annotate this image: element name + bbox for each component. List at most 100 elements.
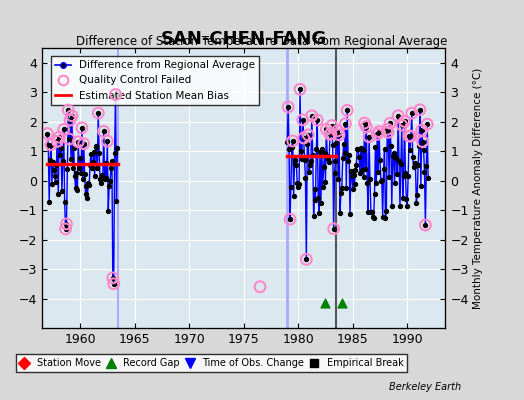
Point xyxy=(93,165,102,171)
Point xyxy=(365,134,373,140)
Point xyxy=(361,120,369,126)
Point xyxy=(302,256,311,262)
Point xyxy=(334,176,342,182)
Point xyxy=(48,180,56,187)
Point xyxy=(375,128,383,135)
Point xyxy=(72,170,81,176)
Point xyxy=(379,166,388,172)
Point xyxy=(70,173,79,179)
Point xyxy=(348,185,357,192)
Point xyxy=(74,138,82,145)
Point xyxy=(380,146,389,152)
Point xyxy=(382,208,390,214)
Title: SAN-CHEN-FANG: SAN-CHEN-FANG xyxy=(160,30,327,48)
Point xyxy=(406,147,414,154)
Point xyxy=(296,86,304,92)
Point xyxy=(64,107,72,113)
Point xyxy=(342,185,351,191)
Point xyxy=(385,174,393,180)
Point xyxy=(330,226,338,232)
Point xyxy=(289,138,297,144)
Point xyxy=(304,132,312,138)
Point xyxy=(337,300,346,306)
Point xyxy=(408,110,416,116)
Point xyxy=(50,173,59,180)
Point xyxy=(54,191,62,198)
Point xyxy=(79,176,87,183)
Point xyxy=(50,167,58,174)
Point xyxy=(316,200,325,206)
Point xyxy=(60,199,69,205)
Point xyxy=(310,213,318,220)
Point xyxy=(68,112,76,119)
Text: Berkeley Earth: Berkeley Earth xyxy=(389,382,461,392)
Point xyxy=(405,133,413,139)
Point xyxy=(402,196,410,202)
Point xyxy=(398,122,406,128)
Point xyxy=(355,154,363,160)
Point xyxy=(393,171,401,177)
Point xyxy=(390,180,399,186)
Point xyxy=(339,155,347,162)
Point xyxy=(305,169,313,176)
Point xyxy=(333,128,342,134)
Point xyxy=(80,140,88,147)
Point xyxy=(423,121,431,127)
Point xyxy=(287,184,295,190)
Point xyxy=(410,161,419,168)
Point xyxy=(423,121,431,127)
Point xyxy=(289,138,297,144)
Point xyxy=(94,110,103,116)
Point xyxy=(78,125,86,131)
Point xyxy=(316,149,324,155)
Point xyxy=(400,118,409,125)
Point xyxy=(310,186,319,192)
Point xyxy=(320,150,329,156)
Point xyxy=(398,122,406,128)
Point xyxy=(337,190,345,196)
Point xyxy=(383,126,391,132)
Point xyxy=(326,131,335,137)
Point xyxy=(368,214,377,220)
Point xyxy=(376,157,384,163)
Point xyxy=(419,146,428,153)
Point xyxy=(312,146,321,152)
Point xyxy=(62,221,71,227)
Point xyxy=(74,138,82,145)
Point xyxy=(384,129,392,136)
Point xyxy=(347,168,355,174)
Point xyxy=(408,110,416,116)
Point xyxy=(420,169,429,176)
Point xyxy=(407,133,415,140)
Point xyxy=(369,215,378,222)
Point xyxy=(363,180,372,186)
Point xyxy=(330,170,339,176)
Point xyxy=(388,152,397,159)
Point xyxy=(373,131,381,138)
Point xyxy=(103,138,112,144)
Point xyxy=(400,118,409,125)
Point xyxy=(91,172,99,179)
Point xyxy=(341,120,350,127)
Point xyxy=(370,191,379,197)
Y-axis label: Monthly Temperature Anomaly Difference (°C): Monthly Temperature Anomaly Difference (… xyxy=(473,67,483,309)
Point xyxy=(113,145,122,151)
Point xyxy=(362,123,370,130)
Point xyxy=(97,172,106,178)
Point xyxy=(291,161,300,167)
Point xyxy=(391,154,400,160)
Point xyxy=(62,221,71,227)
Point xyxy=(387,143,395,149)
Point xyxy=(352,161,361,168)
Point xyxy=(394,112,402,119)
Point xyxy=(299,117,307,123)
Point xyxy=(89,159,97,165)
Point xyxy=(110,280,118,287)
Point xyxy=(111,91,119,98)
Point xyxy=(329,142,337,148)
Point xyxy=(43,130,51,137)
Point xyxy=(335,132,343,138)
Point xyxy=(67,155,75,162)
Point xyxy=(331,158,340,165)
Point xyxy=(313,117,321,123)
